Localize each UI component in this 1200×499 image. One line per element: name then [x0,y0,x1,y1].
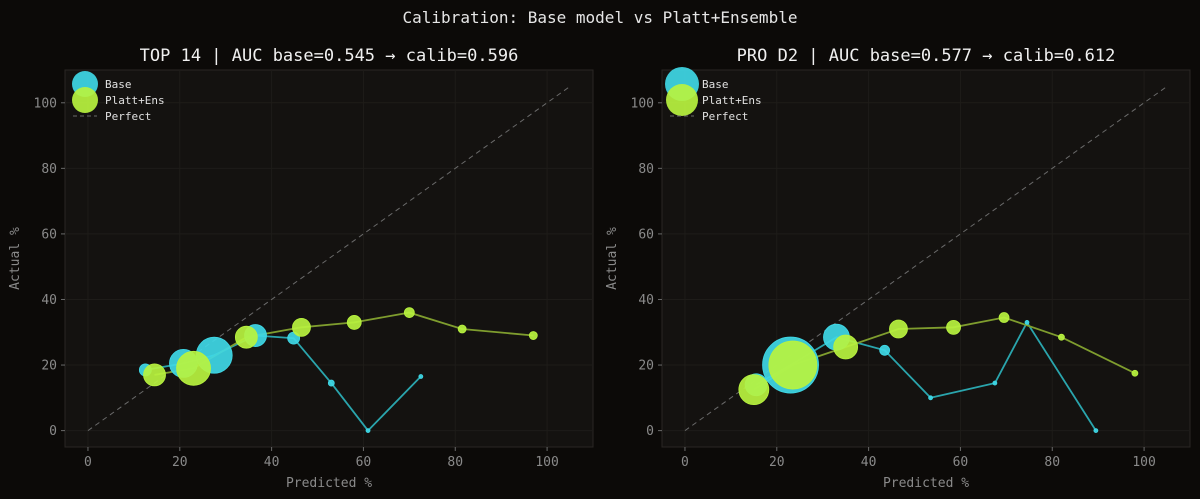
platt-ens-point [234,325,258,349]
base-point [1093,428,1099,434]
legend-platt-ens-marker [72,87,98,113]
base-point [327,379,335,387]
legend-label: Platt+Ens [702,94,762,107]
y-tick-label: 40 [638,293,654,308]
x-tick-label: 80 [447,455,463,470]
platt-ens-point [176,350,211,386]
panel-title: TOP 14 | AUC base=0.545 → calib=0.596 [140,46,519,66]
x-tick-label: 0 [84,455,92,470]
legend-label: Base [702,78,729,91]
x-tick-label: 60 [356,455,372,470]
base-point [1024,320,1030,325]
y-tick-label: 20 [41,359,57,374]
base-point [879,344,891,356]
platt-ens-point [143,363,166,387]
legend-platt-ens-marker [666,84,698,116]
figure-suptitle: Calibration: Base model vs Platt+Ensembl… [403,8,798,27]
x-tick-label: 0 [681,455,689,470]
x-tick-label: 80 [1044,455,1060,470]
platt-ens-point [998,312,1010,323]
platt-ens-point [346,315,362,330]
platt-ens-point [833,334,859,360]
y-tick-label: 40 [41,293,57,308]
platt-ens-point [292,317,311,337]
platt-ens-point [528,331,538,340]
y-tick-label: 60 [41,227,57,242]
y-tick-label: 0 [49,424,57,439]
base-point [418,374,424,379]
legend-label: Platt+Ens [105,94,165,107]
x-tick-label: 40 [264,455,280,470]
legend: Base Platt+Ens Perfect [665,67,762,123]
platt-ens-point [1058,333,1065,341]
x-tick-label: 60 [953,455,969,470]
y-axis-label: Actual % [8,227,23,290]
panel-title: PRO D2 | AUC base=0.577 → calib=0.612 [737,46,1116,66]
x-axis-label: Predicted % [286,476,372,491]
legend: Base Platt+Ens Perfect [72,71,165,123]
x-axis-label: Predicted % [883,476,969,491]
y-tick-label: 80 [638,162,654,177]
y-tick-label: 100 [631,96,654,111]
platt-ens-point [889,319,908,339]
x-tick-label: 100 [1132,455,1155,470]
platt-ens-point [738,374,770,406]
platt-ens-point [457,324,467,334]
x-tick-label: 20 [172,455,188,470]
y-tick-label: 20 [638,359,654,374]
platt-ens-point [403,307,415,318]
base-point [992,380,998,386]
x-tick-label: 40 [861,455,877,470]
platt-ens-point [1131,369,1139,377]
base-point [365,428,371,434]
x-tick-label: 100 [535,455,558,470]
platt-ens-point [946,319,961,335]
y-axis-label: Actual % [605,227,620,290]
y-tick-label: 100 [34,96,57,111]
y-tick-label: 0 [646,424,654,439]
legend-label: Perfect [702,110,748,123]
base-point [928,395,933,401]
y-tick-label: 80 [41,162,57,177]
chart-panel-2: 0 20 40 60 80 100 0 20 40 60 80 100 Predicted % Actua… [605,46,1191,491]
chart-panel-1: 0 20 40 60 80 100 0 20 40 60 80 100 Predicted % Actua… [8,46,594,491]
x-tick-label: 20 [769,455,785,470]
platt-ens-point [768,340,818,390]
legend-label: Perfect [105,110,151,123]
legend-label: Base [105,78,132,91]
y-tick-label: 60 [638,227,654,242]
